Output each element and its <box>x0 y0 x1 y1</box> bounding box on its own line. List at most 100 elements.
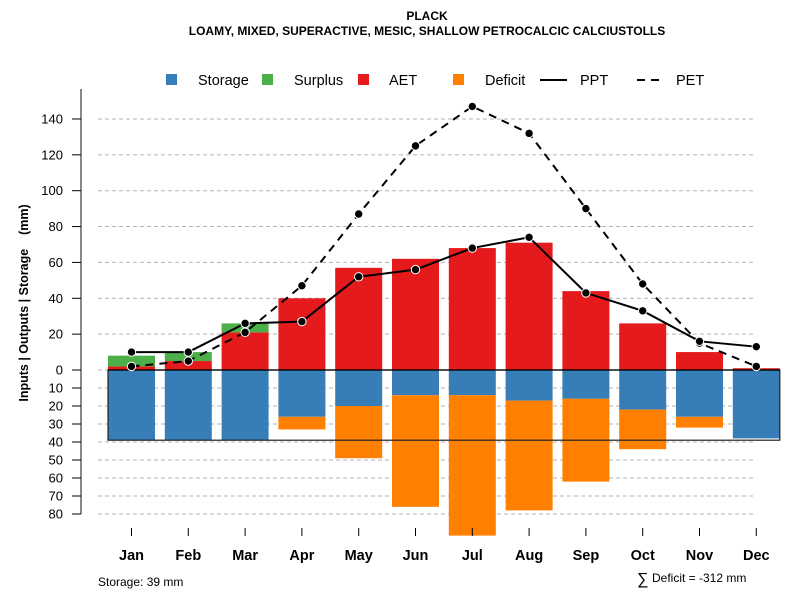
ppt-point <box>467 243 477 253</box>
legend-label: Storage <box>198 73 249 89</box>
month-label-feb: Feb <box>175 548 201 564</box>
y-tick-label: 40 <box>49 435 63 450</box>
pet-point <box>467 101 477 112</box>
legend-label: PPT <box>580 73 608 89</box>
deficit-swatch-icon <box>453 74 464 85</box>
ppt-point <box>751 341 761 352</box>
y-tick-label: 60 <box>49 255 63 270</box>
legend-label: Deficit <box>485 73 525 89</box>
deficit-bar <box>278 416 326 430</box>
month-label-jul: Jul <box>462 548 483 564</box>
y-axis: 0 20 40 60 80 100 120 140 10 20 30 40 50 60 70 80 <box>41 89 82 522</box>
series-lines <box>126 101 761 372</box>
deficit-bar <box>335 406 383 459</box>
aet-bar <box>562 291 610 370</box>
storage-bar <box>335 370 383 406</box>
aet-bar <box>392 258 439 370</box>
month-label-may: May <box>345 548 373 564</box>
bars <box>108 242 780 536</box>
y-tick-label: 100 <box>41 183 63 198</box>
y-tick-label: 30 <box>49 417 63 432</box>
y-tick-label: 20 <box>49 327 63 342</box>
ppt-point <box>297 316 307 327</box>
storage-bar <box>619 370 667 410</box>
legend-item-aet: AET <box>358 73 417 89</box>
month-label-jun: Jun <box>403 548 429 564</box>
surplus-bar <box>108 355 155 367</box>
legend-label: Surplus <box>294 73 343 89</box>
storage-bar <box>562 370 610 399</box>
storage-annotation: Storage: 39 mm <box>98 575 183 589</box>
storage-bar <box>676 370 723 417</box>
pet-point <box>410 141 421 151</box>
storage-bar <box>221 370 269 441</box>
x-axis: Jan Feb Mar Apr May Jun Jul Aug Sep Oct Nov Dec <box>119 528 770 564</box>
ppt-point <box>524 232 534 243</box>
pet-point <box>581 203 591 214</box>
ppt-point <box>410 264 421 275</box>
ppt-point <box>638 306 648 316</box>
pet-point <box>240 327 250 338</box>
storage-frame <box>107 369 781 441</box>
chart-title: PLACK <box>406 9 448 23</box>
month-label-nov: Nov <box>686 548 713 564</box>
sigma-symbol: ∑ <box>637 571 648 588</box>
pet-point <box>297 281 307 291</box>
aet-bar <box>221 332 269 370</box>
legend-item-surplus: Surplus <box>262 73 343 89</box>
month-label-sep: Sep <box>573 548 600 564</box>
storage-bar <box>448 370 496 396</box>
pet-line <box>131 105 757 368</box>
storage-bar <box>108 370 155 441</box>
surplus-swatch-icon <box>262 74 273 85</box>
month-label-dec: Dec <box>743 548 770 564</box>
aet-swatch-icon <box>358 74 369 85</box>
y-tick-label: 140 <box>41 111 63 126</box>
ppt-point <box>183 347 194 357</box>
y-tick-label: 0 <box>56 363 63 378</box>
ppt-point <box>126 347 137 357</box>
y-tick-label: 80 <box>49 219 63 234</box>
storage-bar <box>392 370 439 396</box>
month-label-mar: Mar <box>232 548 258 564</box>
storage-swatch-icon <box>166 74 177 85</box>
aet-bar <box>335 267 383 370</box>
y-tick-label: 20 <box>49 399 63 414</box>
legend-item-pet: PET <box>637 73 704 89</box>
aet-bar <box>676 352 723 370</box>
pet-point <box>354 209 364 219</box>
month-label-oct: Oct <box>631 548 655 564</box>
legend: Storage Surplus AET Deficit PPT PET <box>166 73 704 89</box>
y-tick-label: 70 <box>49 489 63 504</box>
ppt-line <box>131 236 757 354</box>
ppt-point <box>240 318 250 329</box>
month-label-jan: Jan <box>119 548 144 564</box>
chart-subtitle: LOAMY, MIXED, SUPERACTIVE, MESIC, SHALLO… <box>189 24 665 38</box>
aet-bar <box>505 242 553 370</box>
ppt-point <box>694 336 705 347</box>
ppt-point <box>581 288 591 298</box>
y-tick-label: 10 <box>49 381 63 396</box>
pet-point <box>638 279 648 289</box>
y-tick-label: 80 <box>49 507 63 522</box>
deficit-bar <box>505 400 553 511</box>
pet-point <box>751 361 761 372</box>
legend-item-ppt: PPT <box>540 73 608 89</box>
aet-bar <box>448 248 496 370</box>
month-label-apr: Apr <box>289 548 314 564</box>
deficit-sum-annotation: Deficit = -312 mm <box>652 571 746 585</box>
y-tick-label: 40 <box>49 291 63 306</box>
pet-point <box>126 361 137 372</box>
deficit-bar <box>392 395 439 507</box>
aet-bar <box>619 323 667 370</box>
month-label-aug: Aug <box>515 548 543 564</box>
pet-point <box>524 128 534 139</box>
deficit-bar <box>619 409 667 450</box>
legend-label: PET <box>676 73 704 89</box>
y-tick-label: 120 <box>41 147 63 162</box>
legend-item-storage: Storage <box>166 73 249 89</box>
storage-bar <box>278 370 326 417</box>
deficit-bar <box>448 395 496 536</box>
pet-point <box>183 356 194 366</box>
